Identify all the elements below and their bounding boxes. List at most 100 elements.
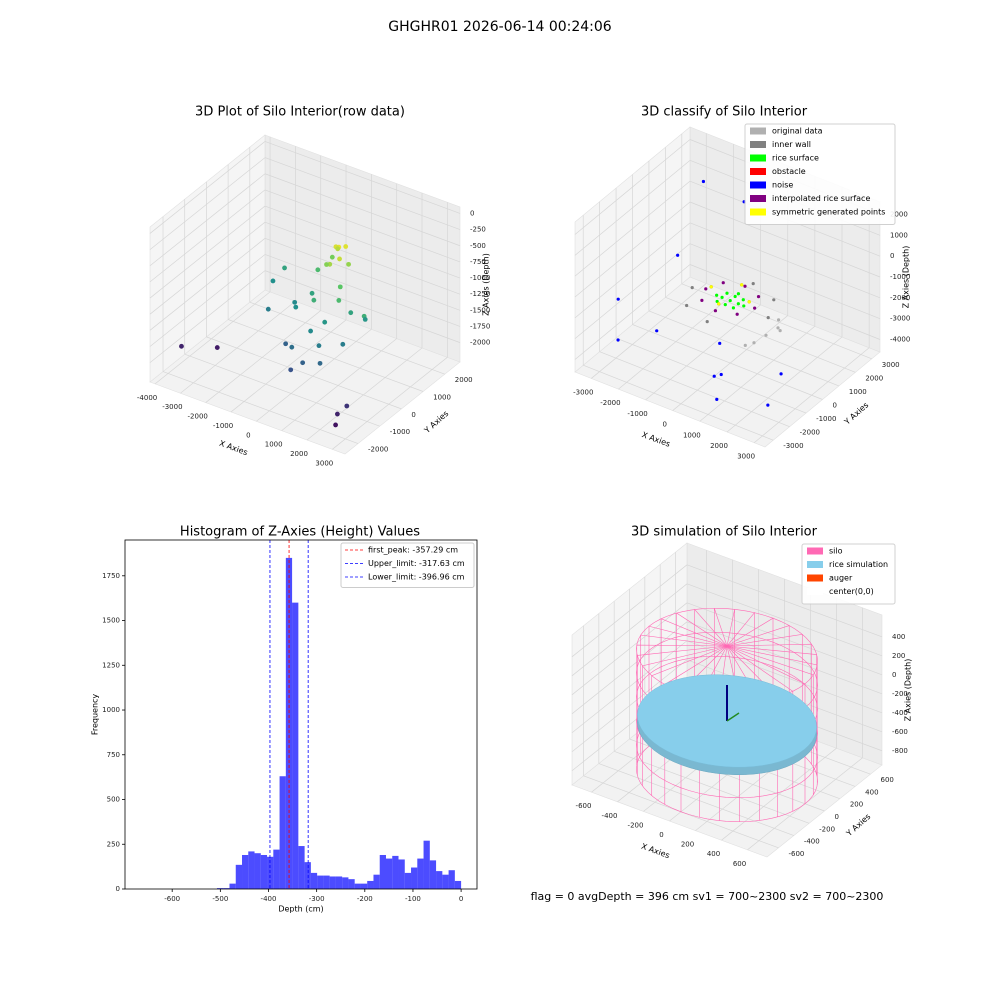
grid-line xyxy=(264,238,461,311)
x-tick-label: -400 xyxy=(602,812,618,820)
point xyxy=(282,265,287,271)
bar xyxy=(310,872,318,889)
grid-line xyxy=(615,337,807,414)
bar xyxy=(423,840,430,889)
z-tick-label: 1000 xyxy=(890,231,908,239)
point xyxy=(735,312,739,316)
chart-title: 3D simulation of Silo Interior xyxy=(631,525,818,540)
grid-line xyxy=(571,621,688,715)
legend-swatch xyxy=(807,574,823,582)
point xyxy=(348,310,354,316)
grid-line xyxy=(574,264,691,360)
silo-wire xyxy=(636,644,728,766)
point xyxy=(716,302,721,306)
x-tick-label: 3000 xyxy=(315,459,333,467)
x-tick-label: -600 xyxy=(576,802,592,810)
chart-title: Histogram of Z-Axies (Height) Values xyxy=(180,525,420,540)
point xyxy=(334,411,340,417)
point xyxy=(309,290,315,296)
x-axis-label: Depth (cm) xyxy=(278,905,323,914)
grid-line xyxy=(227,319,424,392)
grid-line xyxy=(162,371,359,444)
grid-line xyxy=(264,254,461,327)
point xyxy=(743,284,747,288)
bar xyxy=(367,880,374,889)
grid-line xyxy=(574,201,691,298)
point xyxy=(739,283,744,287)
point xyxy=(747,300,751,304)
y-tick-label: -400 xyxy=(804,838,820,846)
y-tick-label: 1000 xyxy=(433,394,451,402)
y-tick-label: -3000 xyxy=(783,442,803,450)
grid-line xyxy=(230,319,347,413)
point xyxy=(701,179,706,184)
z-tick-label: -600 xyxy=(892,728,908,736)
z-tick-label: 0 xyxy=(892,671,896,679)
point xyxy=(317,360,323,366)
z-tick-label: -200 xyxy=(892,690,908,698)
axes-frame xyxy=(124,539,478,890)
point xyxy=(343,244,349,249)
point xyxy=(293,304,299,310)
z-tick-label: -1250 xyxy=(470,290,490,298)
bar xyxy=(223,888,230,889)
legend-swatch xyxy=(750,168,766,175)
grid-line xyxy=(648,310,840,387)
grid-line xyxy=(686,640,883,714)
point xyxy=(346,261,351,267)
z-tick-label: -500 xyxy=(470,242,486,250)
center-marker xyxy=(726,712,740,722)
x-tick-label: 0 xyxy=(459,895,463,903)
x-tick-label: -200 xyxy=(357,895,373,903)
grid-line xyxy=(614,750,810,824)
point xyxy=(337,256,342,262)
point xyxy=(335,246,341,252)
legend-label: inner wall xyxy=(772,140,811,149)
z-axis-label: Z Axies (Depth) xyxy=(904,659,913,722)
bar xyxy=(304,862,311,889)
legend-label: auger xyxy=(829,574,853,583)
bar xyxy=(242,854,249,889)
legend-swatch xyxy=(807,547,823,555)
point xyxy=(265,306,271,312)
grid-line xyxy=(149,254,266,347)
point xyxy=(736,302,740,306)
point xyxy=(779,372,783,376)
grid-line xyxy=(571,564,688,658)
z-axis-label: Z Axies (Depth) xyxy=(482,253,491,316)
grid-line xyxy=(571,640,688,734)
point xyxy=(270,278,276,284)
point xyxy=(772,298,776,302)
y-tick-label: 0 xyxy=(833,402,837,410)
y-tick-label: 3000 xyxy=(882,361,900,369)
point xyxy=(778,329,782,333)
legend-swatch xyxy=(807,561,823,568)
grid-line xyxy=(689,222,881,299)
y-axis-label: Frequency xyxy=(91,694,100,736)
legend-label: noise xyxy=(772,181,793,190)
bar xyxy=(260,854,268,889)
point xyxy=(322,319,328,325)
grid-line xyxy=(149,141,266,234)
legend-label: first_peak: -357.29 cm xyxy=(368,546,458,555)
silo-wire xyxy=(726,645,794,812)
legend-swatch xyxy=(750,127,766,135)
point xyxy=(316,343,322,349)
point xyxy=(311,297,317,303)
x-tick-label: -2000 xyxy=(188,413,208,421)
x-tick-label: -400 xyxy=(261,895,277,903)
point xyxy=(713,309,718,313)
grid-line xyxy=(264,141,461,214)
grid-line xyxy=(571,602,688,696)
x-tick-label: 1000 xyxy=(683,431,701,439)
grid-line xyxy=(149,270,266,363)
point xyxy=(324,262,329,267)
y-tick-label: -2000 xyxy=(368,446,388,454)
z-tick-label: -1000 xyxy=(890,273,910,281)
point xyxy=(616,297,620,301)
z-tick-label: -1500 xyxy=(470,306,490,314)
point xyxy=(715,293,719,297)
legend-box xyxy=(340,542,475,588)
grid-line xyxy=(264,205,461,279)
